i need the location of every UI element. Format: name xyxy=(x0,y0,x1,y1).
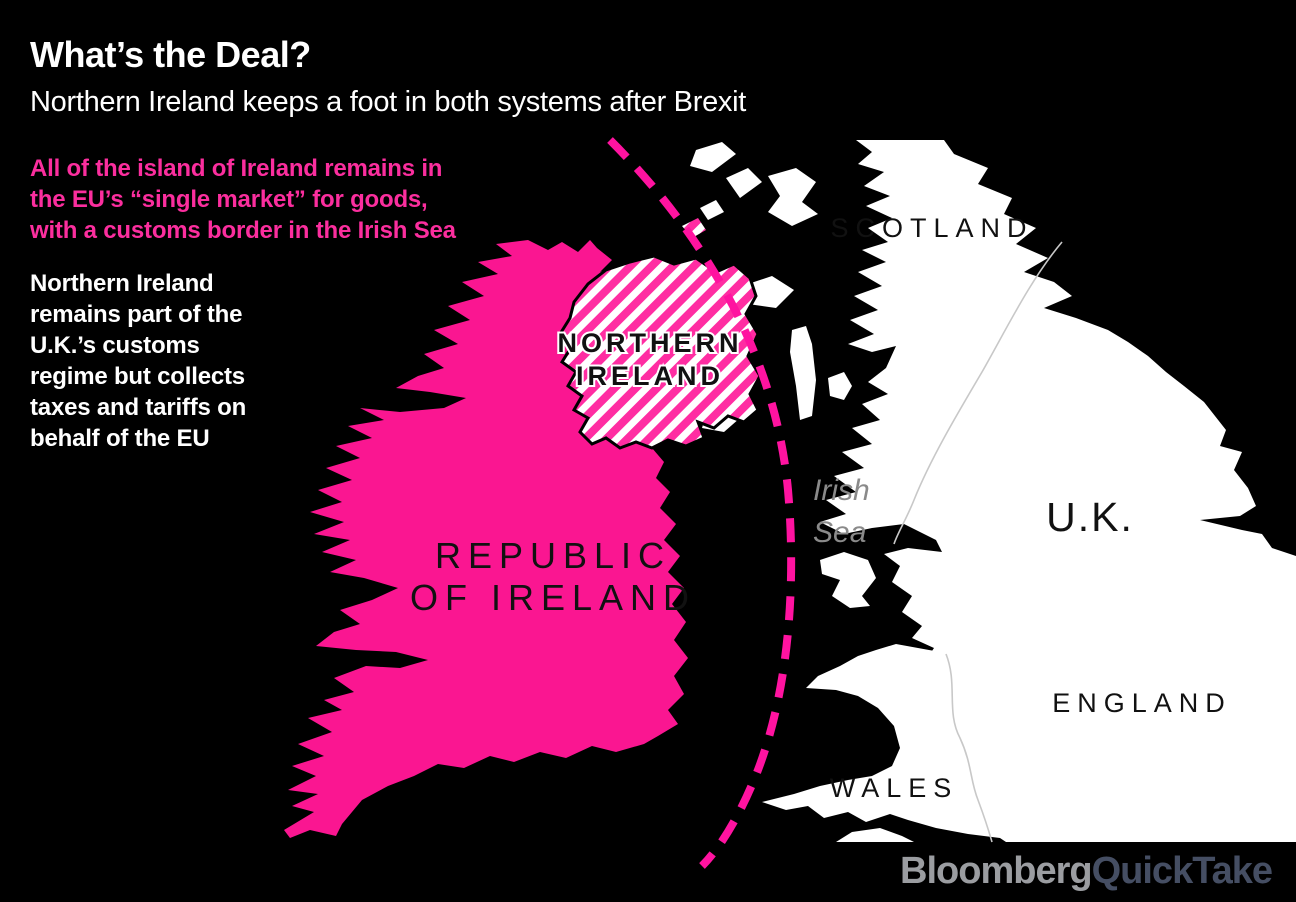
label-republic-line2: OF IRELAND xyxy=(410,577,696,618)
hebrides-island xyxy=(690,142,736,172)
label-northern-ireland-line1: NORTHERN xyxy=(558,328,743,358)
scotland-england-border xyxy=(893,241,1063,545)
customs-border-dashed-line xyxy=(607,137,796,869)
label-uk: U.K. xyxy=(1046,494,1134,540)
bloomberg-quicktake-logo: BloombergQuickTake xyxy=(900,850,1273,893)
label-irish-sea-line1: Irish xyxy=(813,474,870,507)
label-republic-line1: REPUBLIC xyxy=(435,535,671,576)
eu-note-line: with a customs border in the Irish Sea xyxy=(30,217,456,244)
anglesey-island xyxy=(820,552,876,608)
headline-block: What’s the Deal? Northern Ireland keeps … xyxy=(30,34,746,119)
eu-note-line: All of the island of Ireland remains in xyxy=(30,155,443,182)
uk-note-line: remains part of the xyxy=(30,301,243,328)
uk-customs-note: Northern Ireland remains part of the U.K… xyxy=(30,268,330,454)
label-scotland: SCOTLAND xyxy=(830,213,1033,243)
eu-single-market-note: All of the island of Ireland remains in … xyxy=(30,153,570,246)
uk-note-line: U.K.’s customs xyxy=(30,332,200,359)
arran-island xyxy=(828,372,852,400)
small-island xyxy=(700,200,724,220)
uk-note-line: taxes and tariffs on xyxy=(30,394,247,421)
kintyre-peninsula xyxy=(790,326,816,420)
logo-bloomberg: Bloomberg xyxy=(900,850,1093,892)
eu-note-line: the EU’s “single market” for goods, xyxy=(30,186,428,213)
label-irish-sea-line2: Sea xyxy=(813,516,866,549)
hebrides-island xyxy=(726,168,762,198)
label-england: ENGLAND xyxy=(1052,688,1232,718)
logo-quicktake: QuickTake xyxy=(1091,850,1273,892)
page-title: What’s the Deal? xyxy=(30,34,311,75)
wales-england-border xyxy=(945,653,993,843)
devon-coast-sliver xyxy=(836,828,914,842)
label-wales: WALES xyxy=(830,773,959,803)
great-britain-shape xyxy=(762,140,1296,842)
uk-note-line: regime but collects xyxy=(30,363,245,390)
label-northern-ireland-line2: IRELAND xyxy=(576,361,724,391)
skye-island xyxy=(768,168,818,226)
uk-note-line: behalf of the EU xyxy=(30,425,210,452)
page-subtitle: Northern Ireland keeps a foot in both sy… xyxy=(30,86,747,118)
uk-note-line: Northern Ireland xyxy=(30,270,214,297)
